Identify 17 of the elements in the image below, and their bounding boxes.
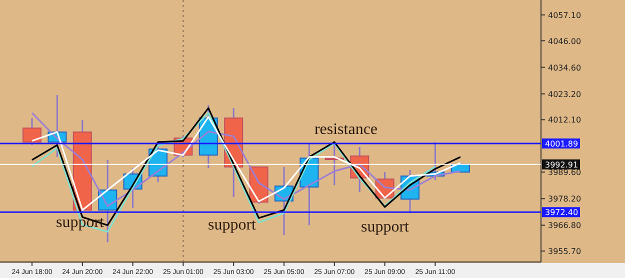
y-tick-label: 4046.00	[548, 36, 582, 46]
annotation: support	[208, 216, 257, 234]
y-tick-label: 4057.10	[548, 10, 582, 20]
candlestick	[22, 117, 42, 146]
annotation: support	[361, 218, 410, 236]
y-tick-label: 3955.70	[548, 247, 582, 256]
annotation: support	[56, 214, 105, 232]
y-tick-label: 4012.10	[548, 116, 582, 125]
y-tick-label: 3989.60	[548, 168, 582, 178]
y-tick-label: 4023.20	[548, 90, 582, 99]
ref-line-label: 3972.40	[545, 208, 578, 218]
annotation: resistance	[314, 120, 378, 138]
ref-line-label: 4001.89	[545, 139, 578, 148]
ref-line-label: 3992.91	[545, 160, 578, 170]
y-tick-label: 3978.20	[548, 194, 582, 204]
y-tick-label: 4034.60	[548, 63, 582, 72]
y-tick-label: 3966.80	[548, 221, 582, 230]
